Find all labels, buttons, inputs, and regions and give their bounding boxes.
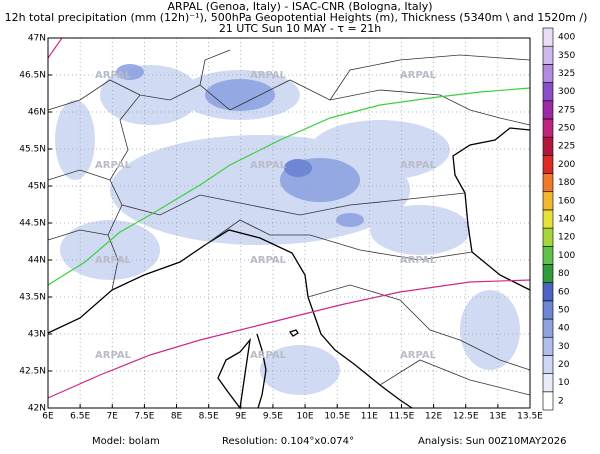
footer-resolution: Resolution: 0.104°x0.074° bbox=[222, 436, 354, 447]
colorbar-label: 140 bbox=[558, 215, 575, 225]
colorbar-label: 400 bbox=[558, 33, 575, 43]
x-tick-label: 9.5E bbox=[263, 412, 283, 422]
watermark: ARPAL bbox=[400, 160, 437, 171]
y-tick-label: 42N bbox=[28, 404, 46, 414]
footer-analysis: Analysis: Sun 00Z10MAY2026 bbox=[418, 436, 567, 447]
colorbar-box bbox=[542, 300, 554, 320]
x-tick-label: 13.5E bbox=[517, 412, 543, 422]
colorbar-box bbox=[542, 155, 554, 174]
x-tick-label: 9E bbox=[235, 412, 247, 422]
colorbar-box bbox=[542, 118, 554, 138]
x-tick-label: 8.5E bbox=[199, 412, 219, 422]
borders bbox=[47, 49, 531, 396]
colorbar-label: 2 bbox=[558, 396, 564, 406]
colorbar-label: 40 bbox=[558, 324, 570, 334]
watermark: ARPAL bbox=[400, 70, 437, 81]
x-tick-label: 11.5E bbox=[389, 412, 415, 422]
watermark: ARPAL bbox=[95, 350, 132, 361]
colorbar: 2 10 20 30 40 50 60 80 100 120 140 160 180 200 225 250 2… bbox=[542, 27, 575, 411]
watermark: ARPAL bbox=[400, 255, 437, 266]
colorbar-box bbox=[542, 64, 554, 83]
colorbar-box bbox=[542, 82, 554, 102]
thickness-1520 bbox=[47, 37, 531, 399]
colorbar-label: 60 bbox=[558, 287, 570, 297]
x-tick-label: 12.5E bbox=[453, 412, 479, 422]
x-tick-label: 7E bbox=[107, 412, 119, 422]
watermark: ARPAL bbox=[95, 160, 132, 171]
x-tick-label: 13E bbox=[489, 412, 506, 422]
colorbar-box bbox=[542, 336, 554, 356]
y-tick-label: 42.5N bbox=[19, 367, 46, 377]
watermark: ARPAL bbox=[250, 350, 287, 361]
colorbar-label: 180 bbox=[558, 178, 575, 188]
x-tick-label: 6E bbox=[42, 412, 54, 422]
colorbar-label: 200 bbox=[558, 160, 575, 170]
colorbar-label: 120 bbox=[558, 233, 575, 243]
colorbar-box bbox=[542, 27, 554, 47]
title-line: 12h total precipitation (mm (12h)⁻¹), 50… bbox=[5, 11, 588, 24]
y-tick-label: 47N bbox=[28, 34, 46, 44]
colorbar-label: 160 bbox=[558, 196, 575, 206]
colorbar-box bbox=[542, 173, 554, 193]
x-tick-label: 11E bbox=[361, 412, 378, 422]
colorbar-label: 225 bbox=[558, 142, 575, 152]
map: ARPAL ARPAL ARPAL ARPAL ARPAL ARPAL ARPAL ARPAL… bbox=[19, 34, 543, 422]
colorbar-label: 350 bbox=[558, 51, 575, 61]
colorbar-box bbox=[542, 355, 554, 374]
x-tick-label: 12E bbox=[425, 412, 442, 422]
colorbar-box bbox=[542, 191, 554, 211]
colorbar-label: 100 bbox=[558, 251, 575, 261]
colorbar-label: 250 bbox=[558, 124, 575, 134]
colorbar-box bbox=[542, 391, 554, 411]
y-tick-label: 43N bbox=[28, 330, 46, 340]
footer-model: Model: bolam bbox=[92, 436, 160, 447]
y-tick-label: 45N bbox=[28, 182, 46, 192]
colorbar-label: 275 bbox=[558, 105, 575, 115]
coastline bbox=[47, 127, 531, 410]
colorbar-box bbox=[542, 264, 554, 283]
watermark: ARPAL bbox=[250, 70, 287, 81]
colorbar-label: 30 bbox=[558, 342, 570, 352]
x-tick-label: 8E bbox=[171, 412, 183, 422]
precip-heavy bbox=[284, 159, 312, 177]
title-line: 21 UTC Sun 10 MAY - τ = 21h bbox=[219, 22, 381, 35]
x-tick-label: 7.5E bbox=[134, 412, 154, 422]
colorbar-label: 300 bbox=[558, 87, 575, 97]
colorbar-label: 20 bbox=[558, 360, 570, 370]
y-tick-label: 44N bbox=[28, 256, 46, 266]
x-tick-label: 10.5E bbox=[324, 412, 350, 422]
watermark: ARPAL bbox=[250, 255, 287, 266]
thickness-5340 bbox=[47, 87, 531, 286]
y-tick-label: 46N bbox=[28, 108, 46, 118]
precip-light bbox=[55, 65, 520, 395]
colorbar-box bbox=[542, 282, 554, 302]
colorbar-box bbox=[542, 373, 554, 393]
watermark: ARPAL bbox=[400, 350, 437, 361]
colorbar-box bbox=[542, 45, 554, 65]
y-tick-label: 43.5N bbox=[19, 293, 46, 303]
colorbar-box bbox=[542, 209, 554, 229]
colorbar-label: 80 bbox=[558, 269, 570, 279]
colorbar-label: 10 bbox=[558, 378, 570, 388]
colorbar-label: 325 bbox=[558, 69, 575, 79]
y-tick-label: 46.5N bbox=[19, 71, 46, 81]
watermark: ARPAL bbox=[95, 70, 132, 81]
x-tick-label: 10E bbox=[296, 412, 313, 422]
colorbar-box bbox=[542, 227, 554, 247]
colorbar-box bbox=[542, 136, 554, 156]
title-line: ARPAL (Genoa, Italy) - ISAC-CNR (Bologna… bbox=[167, 0, 432, 13]
colorbar-box bbox=[542, 318, 554, 338]
y-tick-label: 45.5N bbox=[19, 145, 46, 155]
y-tick-label: 44.5N bbox=[19, 219, 46, 229]
colorbar-box bbox=[542, 245, 554, 265]
colorbar-label: 50 bbox=[558, 305, 570, 315]
watermark: ARPAL bbox=[250, 160, 287, 171]
watermark: ARPAL bbox=[95, 255, 132, 266]
colorbar-box bbox=[542, 100, 554, 120]
x-tick-label: 6.5E bbox=[70, 412, 90, 422]
